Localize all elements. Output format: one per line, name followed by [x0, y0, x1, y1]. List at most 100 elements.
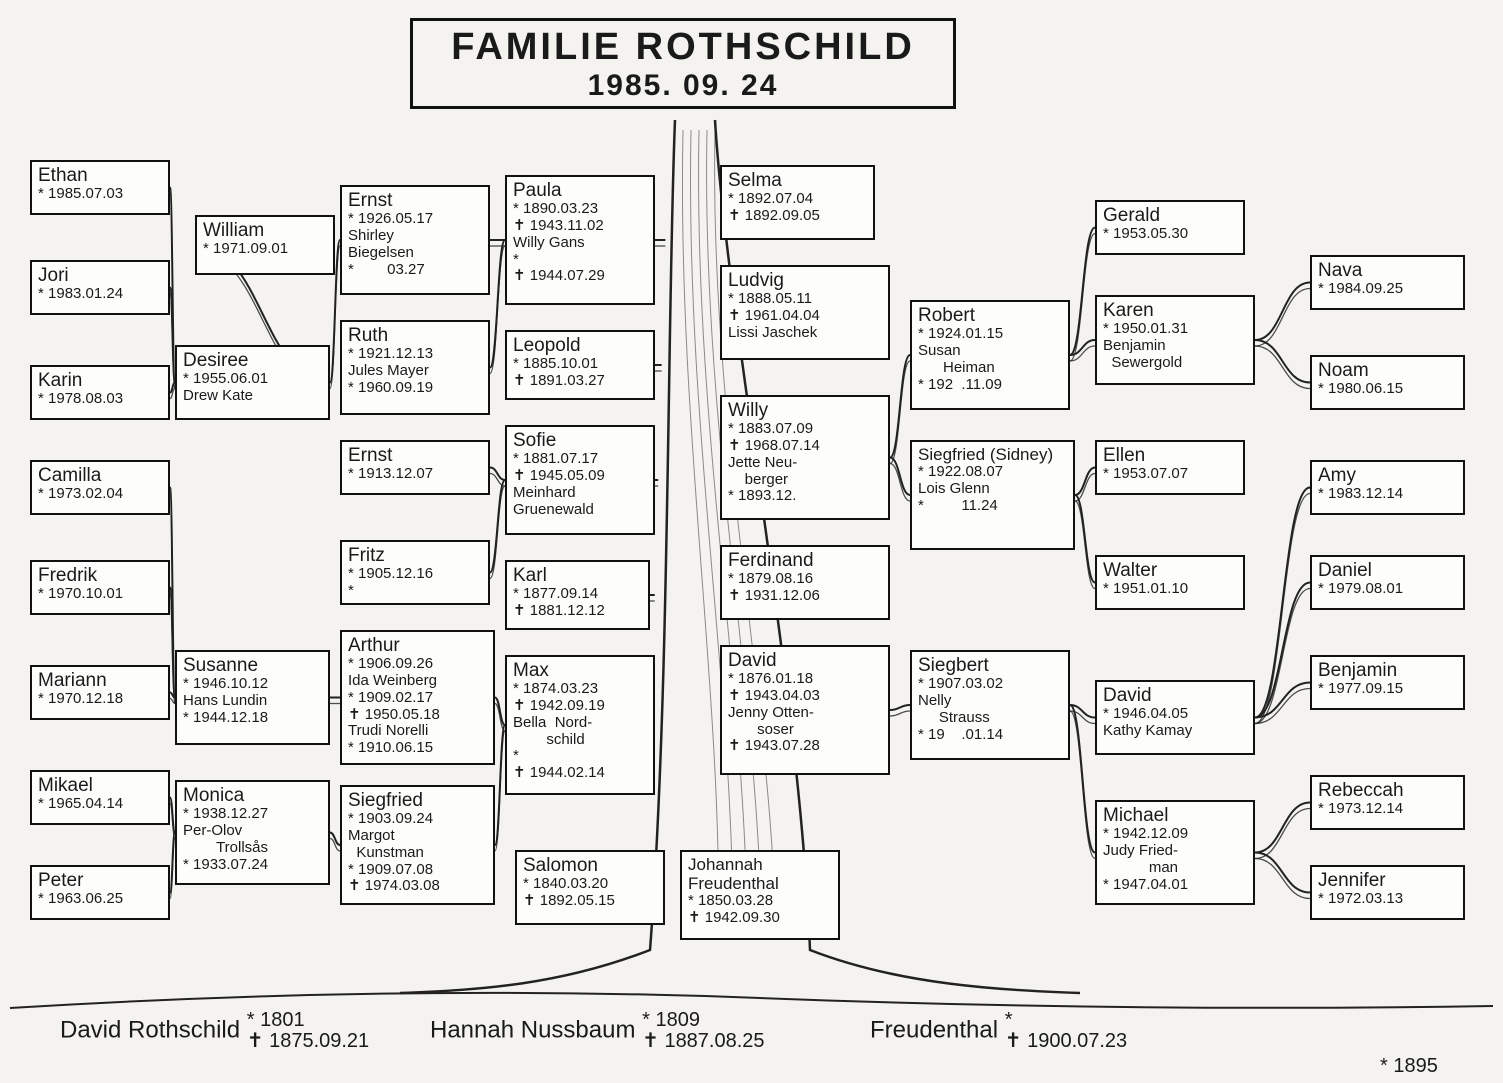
node-line: * 19 .01.14 — [918, 727, 1062, 744]
node-line: * 1970.10.01 — [38, 586, 162, 603]
root-entry: Freudenthal *✝ 1900.07.23 — [870, 1010, 1127, 1052]
node-line: * 1933.07.24 — [183, 857, 322, 874]
root-dates: *✝ 1900.07.23 — [1005, 1010, 1127, 1052]
node-line: * 1973.12.14 — [1318, 801, 1457, 818]
node-line: * 1955.06.01 — [183, 371, 322, 388]
node-name: Johannah Freudenthal — [688, 855, 832, 893]
node-name: Salomon — [523, 855, 657, 876]
title-main: FAMILIE ROTHSCHILD — [443, 27, 923, 69]
root-name: Hannah Nussbaum — [430, 1016, 635, 1043]
node-mikael: Mikael* 1965.04.14 — [30, 770, 170, 825]
node-jennifer: Jennifer* 1972.03.13 — [1310, 865, 1465, 920]
node-max: Max* 1874.03.23✝ 1942.09.19Bella Nord- s… — [505, 655, 655, 795]
node-leopold: Leopold* 1885.10.01✝ 1891.03.27 — [505, 330, 655, 400]
node-name: Ernst — [348, 190, 482, 211]
node-line: Meinhard — [513, 485, 647, 502]
node-line: * 1944.12.18 — [183, 710, 322, 727]
node-william: William* 1971.09.01 — [195, 215, 335, 275]
node-line: Susan — [918, 343, 1062, 360]
node-name: Rebeccah — [1318, 780, 1457, 801]
node-name: David — [728, 650, 882, 671]
node-name: Michael — [1103, 805, 1247, 826]
node-line: Jette Neu- — [728, 455, 882, 472]
node-line: * 1970.12.18 — [38, 691, 162, 708]
node-line: Drew Kate — [183, 388, 322, 405]
node-line: Strauss — [918, 710, 1062, 727]
node-line: * 1963.06.25 — [38, 891, 162, 908]
node-name: Mariann — [38, 670, 162, 691]
node-name: Noam — [1318, 360, 1457, 381]
node-line: schild — [513, 732, 647, 749]
node-line: Margot — [348, 828, 487, 845]
node-name: Ferdinand — [728, 550, 882, 571]
node-name: David — [1103, 685, 1247, 706]
node-line: * 11.24 — [918, 498, 1067, 515]
node-nava: Nava* 1984.09.25 — [1310, 255, 1465, 310]
node-line: * 1979.08.01 — [1318, 581, 1457, 598]
node-line: ✝ 1942.09.19 — [513, 698, 647, 715]
node-name: Nava — [1318, 260, 1457, 281]
node-name: Ruth — [348, 325, 482, 346]
node-line: ✝ 1943.04.03 — [728, 688, 882, 705]
node-line: ✝ 1968.07.14 — [728, 438, 882, 455]
node-line: * 1983.01.24 — [38, 286, 162, 303]
node-line: ✝ 1892.09.05 — [728, 208, 867, 225]
node-name: Ernst — [348, 445, 482, 466]
node-line: * 1879.08.16 — [728, 571, 882, 588]
node-line: berger — [728, 472, 882, 489]
node-line: * 1881.07.17 — [513, 451, 647, 468]
node-line: Bella Nord- — [513, 715, 647, 732]
node-name: Amy — [1318, 465, 1457, 486]
node-line: ✝ 1931.12.06 — [728, 588, 882, 605]
node-line: ✝ 1892.05.15 — [523, 893, 657, 910]
node-siegfriedL: Siegfried* 1903.09.24Margot Kunstman* 19… — [340, 785, 495, 905]
node-line: Gruenewald — [513, 502, 647, 519]
node-line: * 1876.01.18 — [728, 671, 882, 688]
node-line: * — [513, 748, 647, 765]
node-line: * 1922.08.07 — [918, 464, 1067, 481]
node-name: Karin — [38, 370, 162, 391]
node-line: ✝ 1881.12.12 — [513, 603, 642, 620]
node-line: * 1946.10.12 — [183, 676, 322, 693]
node-line: ✝ 1944.02.14 — [513, 765, 647, 782]
node-line: ✝ 1943.11.02 — [513, 218, 647, 235]
node-name: Jori — [38, 265, 162, 286]
node-name: Fritz — [348, 545, 482, 566]
node-peter: Peter* 1963.06.25 — [30, 865, 170, 920]
node-line: * 1980.06.15 — [1318, 381, 1457, 398]
node-line: * 1953.07.07 — [1103, 466, 1237, 483]
node-line: Lois Glenn — [918, 481, 1067, 498]
node-name: Walter — [1103, 560, 1237, 581]
node-sofie: Sofie* 1881.07.17✝ 1945.05.09MeinhardGru… — [505, 425, 655, 535]
node-line: * 03.27 — [348, 262, 482, 279]
node-line: ✝ 1950.05.18 — [348, 707, 487, 724]
node-line: Lissi Jaschek — [728, 325, 882, 342]
node-salomon: Salomon* 1840.03.20✝ 1892.05.15 — [515, 850, 665, 925]
node-line: * 1909.07.08 — [348, 862, 487, 879]
node-desiree: Desiree* 1955.06.01Drew Kate — [175, 345, 330, 420]
node-line: Kathy Kamay — [1103, 723, 1247, 740]
node-line: Trudi Norelli — [348, 723, 487, 740]
node-willy: Willy* 1883.07.09✝ 1968.07.14Jette Neu- … — [720, 395, 890, 520]
node-name: Robert — [918, 305, 1062, 326]
node-line: Shirley — [348, 228, 482, 245]
root-dates: * 1801✝ 1875.09.21 — [247, 1010, 369, 1052]
node-david2: David* 1876.01.18✝ 1943.04.03Jenny Otten… — [720, 645, 890, 775]
node-line: * 1877.09.14 — [513, 586, 642, 603]
node-line: ✝ 1974.03.08 — [348, 878, 487, 895]
node-name: Peter — [38, 870, 162, 891]
node-line: * 1921.12.13 — [348, 346, 482, 363]
node-rebeccah: Rebeccah* 1973.12.14 — [1310, 775, 1465, 830]
node-line: Heiman — [918, 360, 1062, 377]
node-daniel: Daniel* 1979.08.01 — [1310, 555, 1465, 610]
node-robert: Robert* 1924.01.15Susan Heiman* 192 .11.… — [910, 300, 1070, 410]
node-line: * 1909.02.17 — [348, 690, 487, 707]
node-line: Kunstman — [348, 845, 487, 862]
node-line: * 1905.12.16 — [348, 566, 482, 583]
root-entry: David Rothschild * 1801✝ 1875.09.21 — [60, 1010, 369, 1052]
root-dates: * 1895 — [1380, 1035, 1438, 1077]
title-sub: 1985. 09. 24 — [443, 69, 923, 102]
node-name: Siegfried (Sidney) — [918, 445, 1067, 464]
node-ludvig: Ludvig* 1888.05.11✝ 1961.04.04Lissi Jasc… — [720, 265, 890, 360]
node-line: ✝ 1942.09.30 — [688, 910, 832, 927]
